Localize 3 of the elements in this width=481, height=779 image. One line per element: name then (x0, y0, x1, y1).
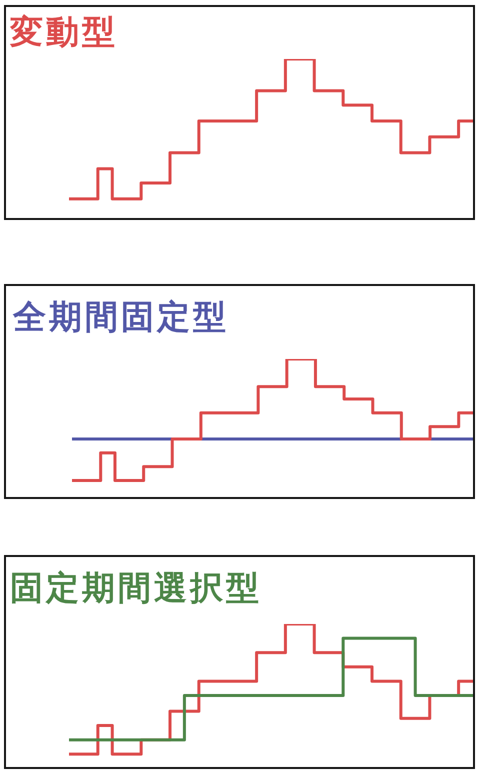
text: 全期間固定型 (13, 297, 229, 336)
text: 固定期間選択型 (10, 568, 262, 607)
text: 変動型 (10, 12, 118, 51)
